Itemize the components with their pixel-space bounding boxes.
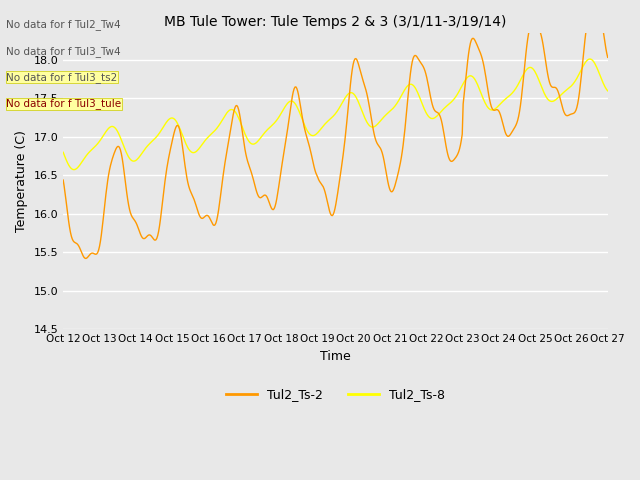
Tul2_Ts-2 — [592, 2, 600, 8]
Title: MB Tule Tower: Tule Temps 2 & 3 (3/1/11-3/19/14): MB Tule Tower: Tule Temps 2 & 3 (3/1/11-… — [164, 15, 507, 29]
Tul2_Ts-8 — [70, 167, 78, 172]
Tul2_Ts-8 — [307, 132, 314, 138]
Tul2_Ts-2 — [60, 177, 67, 183]
X-axis label: Time: Time — [320, 350, 351, 363]
Tul2_Ts-8 — [200, 139, 208, 144]
Y-axis label: Temperature (C): Temperature (C) — [15, 130, 28, 232]
Tul2_Ts-2 — [307, 148, 314, 154]
Tul2_Ts-2 — [157, 216, 164, 222]
Tul2_Ts-2 — [424, 79, 431, 85]
Text: No data for f Tul3_ts2: No data for f Tul3_ts2 — [6, 72, 118, 83]
Line: Tul2_Ts-2: Tul2_Ts-2 — [63, 5, 608, 258]
Legend: Tul2_Ts-2, Tul2_Ts-8: Tul2_Ts-2, Tul2_Ts-8 — [221, 383, 450, 406]
Tul2_Ts-8 — [470, 75, 478, 81]
Text: No data for f Tul3_tule: No data for f Tul3_tule — [6, 98, 122, 109]
Text: No data for f Tul2_Tw4: No data for f Tul2_Tw4 — [6, 19, 121, 30]
Tul2_Ts-8 — [586, 56, 593, 62]
Tul2_Ts-8 — [157, 129, 164, 134]
Tul2_Ts-2 — [82, 255, 90, 261]
Tul2_Ts-2 — [381, 163, 389, 168]
Tul2_Ts-8 — [424, 112, 431, 118]
Tul2_Ts-2 — [604, 54, 612, 60]
Tul2_Ts-8 — [381, 113, 389, 119]
Text: No data for f Tul3_Tw4: No data for f Tul3_Tw4 — [6, 46, 121, 57]
Tul2_Ts-2 — [200, 215, 208, 220]
Tul2_Ts-8 — [604, 88, 612, 94]
Tul2_Ts-2 — [470, 36, 478, 42]
Line: Tul2_Ts-8: Tul2_Ts-8 — [63, 59, 608, 169]
Tul2_Ts-8 — [60, 149, 67, 155]
